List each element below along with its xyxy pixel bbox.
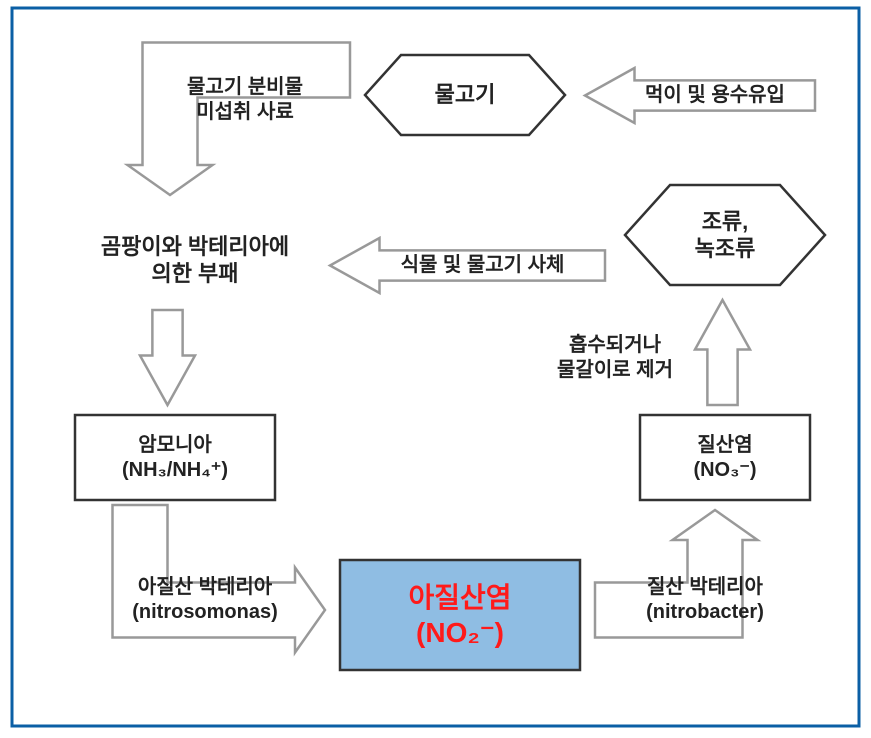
node-nitrate-label: 질산염 (NO₃⁻) xyxy=(640,415,810,500)
node-nitrite-label: 아질산염 (NO₂⁻) xyxy=(340,560,580,670)
nitrogen-cycle-diagram: 물고기 조류, 녹조류 곰팡이와 박테리아에 의한 부패 암모니아 (NH₃/N… xyxy=(0,0,871,738)
arrow-waste-label: 물고기 분비물 미섭취 사료 xyxy=(135,72,355,127)
node-ammonia-label: 암모니아 (NH₃/NH₄⁺) xyxy=(75,415,275,500)
node-decay-label: 곰팡이와 박테리아에 의한 부패 xyxy=(55,230,335,290)
arrow-nitrate-up-label: 흡수되거나 물갈이로 제거 xyxy=(500,330,730,385)
arrow-nitrobacter-label: 질산 박테리아 (nitrobacter) xyxy=(600,572,810,627)
node-fish-label: 물고기 xyxy=(365,55,565,135)
arrow-feed-water-label: 먹이 및 용수유입 xyxy=(615,68,815,123)
arrow-plant-dead-label: 식물 및 물고기 사체 xyxy=(360,238,605,293)
arrow-nitrosomonas-label: 아질산 박테리아 (nitrosomonas) xyxy=(90,572,320,627)
node-algae-label: 조류, 녹조류 xyxy=(625,185,825,285)
